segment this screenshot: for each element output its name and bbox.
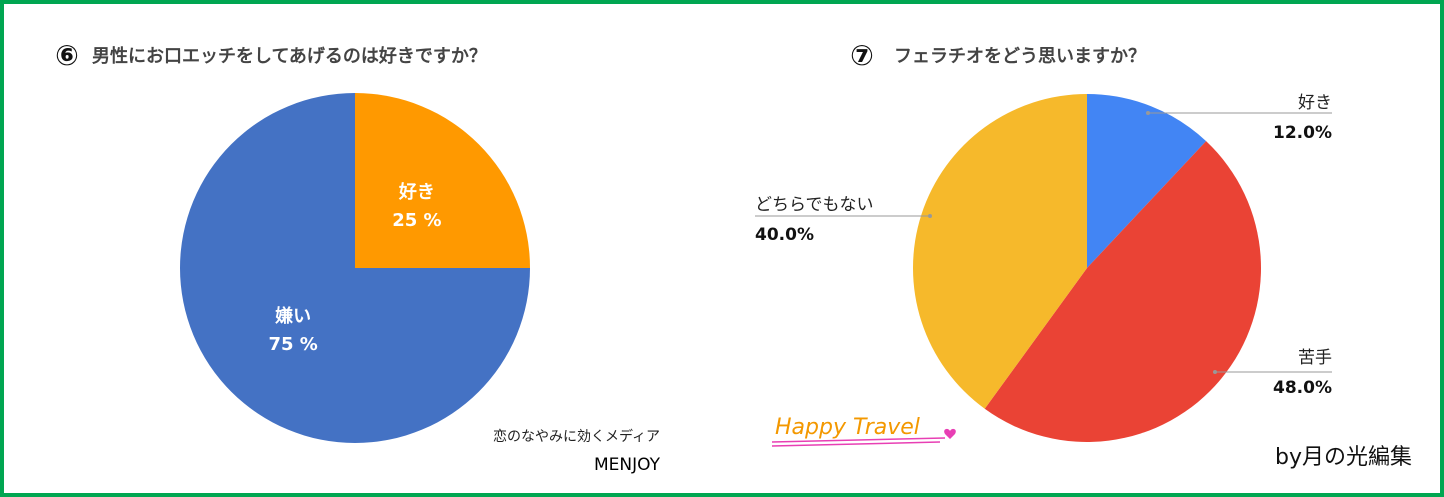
- chart-number: ⑥: [55, 39, 79, 72]
- value-label: 40.0%: [755, 225, 814, 245]
- leader-dot: [1213, 370, 1217, 374]
- annotation: 恋のなやみに効くメディア: [493, 428, 660, 445]
- value-label: 48.0%: [1273, 378, 1332, 398]
- annotation: by月の光編集: [1275, 445, 1412, 470]
- underline: [771, 437, 946, 443]
- annotation: Happy Travel: [775, 415, 920, 440]
- chart-title: 男性にお口エッチをしてあげるのは好きですか？: [92, 45, 487, 67]
- pie-slice: [984, 141, 1262, 443]
- heart: [944, 428, 956, 439]
- slice-label: 苦手: [1298, 348, 1332, 368]
- chart-title: フェラチオをどう思いますか？: [894, 46, 1146, 67]
- value-label: 12.0%: [1273, 123, 1332, 143]
- pie-slice: [180, 93, 530, 443]
- leader-dot: [1146, 111, 1150, 115]
- annotation: MENJOY: [594, 455, 661, 475]
- slice-label: 好き: [1298, 93, 1332, 113]
- pie-slice: [912, 93, 1087, 409]
- value-label: 75 %: [268, 334, 317, 355]
- slice-label: どちらでもない: [755, 195, 874, 215]
- pie-slice: [355, 93, 530, 268]
- pie-slice: [1087, 94, 1207, 268]
- slice-label: 好き: [398, 181, 435, 203]
- leader-dot: [928, 214, 932, 218]
- slice-label: 嫌い: [275, 305, 311, 327]
- underline: [771, 441, 941, 447]
- value-label: 25 %: [392, 210, 441, 231]
- chart-number: ⑦: [850, 39, 874, 72]
